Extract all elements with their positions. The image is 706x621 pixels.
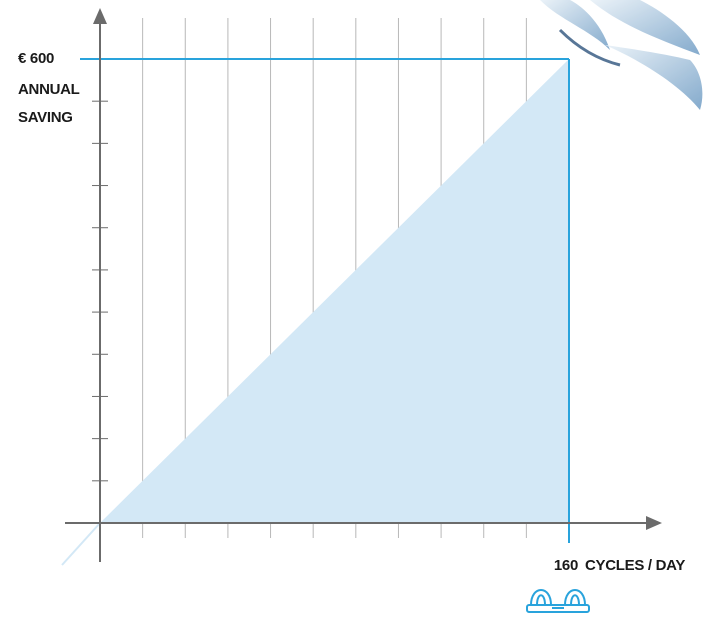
x-axis-label: CYCLES / DAY [585,557,685,574]
y-axis-label: SAVING [18,109,73,126]
y-axis-arrow [93,8,107,24]
axes [65,8,662,562]
area [100,59,569,523]
y-tick-label: € 600 [18,50,54,67]
plot [61,58,570,566]
x-axis-arrow [646,516,662,530]
x-tick-label: 160 [554,557,578,574]
dish-icon [526,589,590,613]
butterfly-decoration [540,0,703,110]
line-extension [61,522,101,566]
y-axis-label: ANNUAL [18,81,80,98]
